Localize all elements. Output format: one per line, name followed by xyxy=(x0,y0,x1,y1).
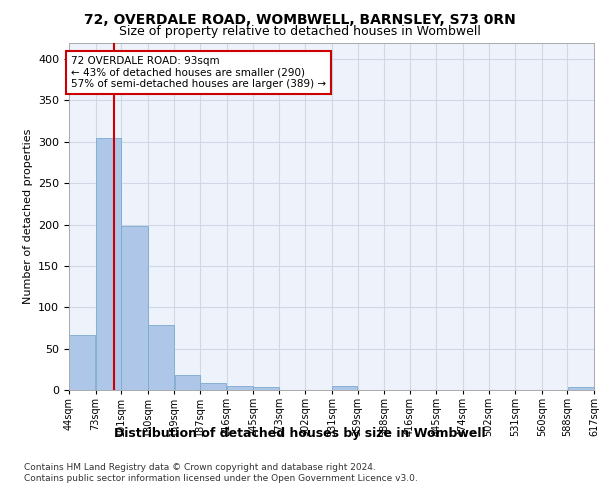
Bar xyxy=(568,386,594,390)
Text: Size of property relative to detached houses in Wombwell: Size of property relative to detached ho… xyxy=(119,25,481,38)
Text: 72 OVERDALE ROAD: 93sqm
← 43% of detached houses are smaller (290)
57% of semi-d: 72 OVERDALE ROAD: 93sqm ← 43% of detache… xyxy=(71,56,326,89)
Text: Distribution of detached houses by size in Wombwell: Distribution of detached houses by size … xyxy=(114,428,486,440)
Bar xyxy=(121,226,148,390)
Bar xyxy=(227,386,253,390)
Bar xyxy=(253,386,278,390)
Text: Contains HM Land Registry data © Crown copyright and database right 2024.: Contains HM Land Registry data © Crown c… xyxy=(24,462,376,471)
Text: 72, OVERDALE ROAD, WOMBWELL, BARNSLEY, S73 0RN: 72, OVERDALE ROAD, WOMBWELL, BARNSLEY, S… xyxy=(84,12,516,26)
Bar xyxy=(69,334,95,390)
Text: Contains public sector information licensed under the Open Government Licence v3: Contains public sector information licen… xyxy=(24,474,418,483)
Bar xyxy=(148,326,174,390)
Bar xyxy=(332,386,358,390)
Y-axis label: Number of detached properties: Number of detached properties xyxy=(23,128,32,304)
Bar xyxy=(200,382,226,390)
Bar xyxy=(96,138,121,390)
Bar xyxy=(175,375,200,390)
